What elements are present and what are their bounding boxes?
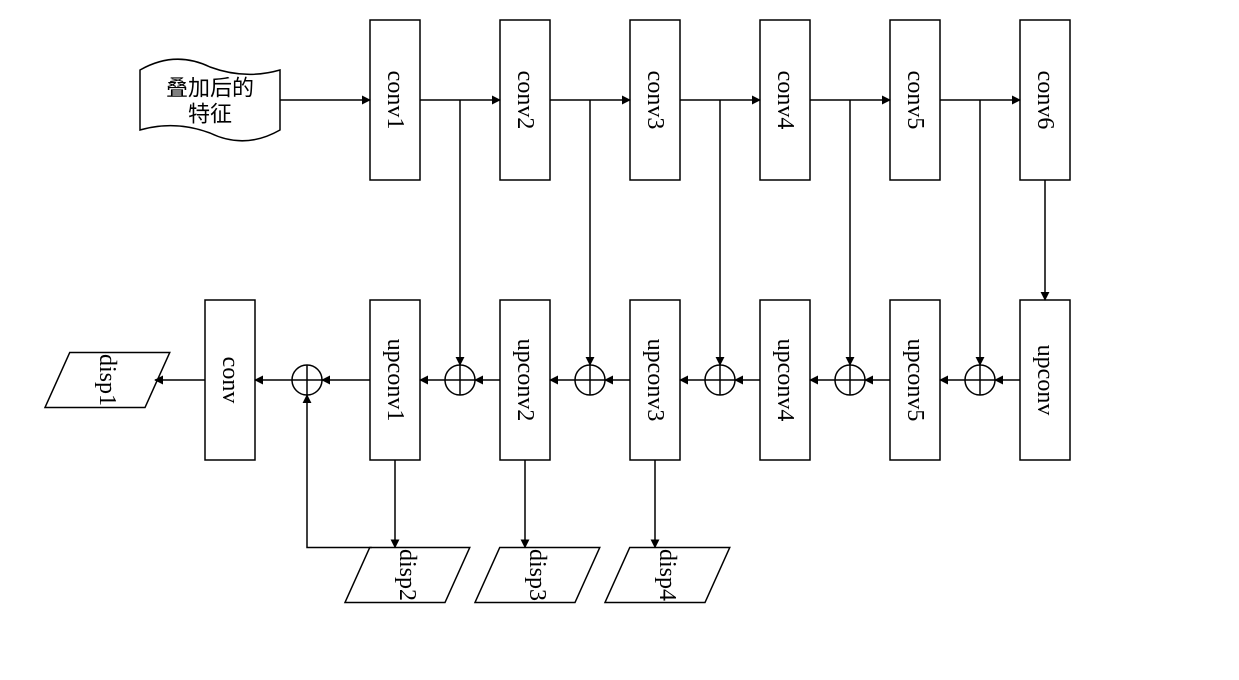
input-label-2: 特征 xyxy=(188,102,232,127)
upconv-label: upconv xyxy=(1032,345,1058,416)
disp2-label: disp2 xyxy=(394,549,420,601)
upconv5-label: upconv5 xyxy=(902,339,928,422)
upconv3-label: upconv3 xyxy=(642,339,668,422)
disp4-label: disp4 xyxy=(654,549,680,601)
upconv4-label: upconv4 xyxy=(772,339,798,422)
conv3-label: conv3 xyxy=(642,71,668,130)
conv6-label: conv6 xyxy=(1032,71,1058,130)
conv5-label: conv5 xyxy=(902,71,928,130)
input-label-1: 叠加后的 xyxy=(166,76,254,101)
conv-out-label: conv xyxy=(217,357,243,404)
upconv1-label: upconv1 xyxy=(382,339,408,422)
upconv2-label: upconv2 xyxy=(512,339,538,422)
disp3-label: disp3 xyxy=(524,549,550,601)
arrow-disp2-add1 xyxy=(307,395,372,548)
conv2-label: conv2 xyxy=(512,71,538,130)
conv1-label: conv1 xyxy=(382,71,408,130)
network-diagram: 叠加后的特征 conv1 conv2 conv3 conv4 conv5 conv6 upco… xyxy=(0,0,1239,680)
conv4-label: conv4 xyxy=(772,71,798,130)
disp1-label: disp1 xyxy=(94,354,120,406)
